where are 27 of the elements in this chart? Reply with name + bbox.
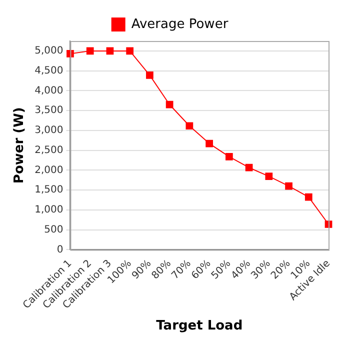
y-tick-label: 3,500 — [34, 105, 64, 116]
y-tick-label: 4,500 — [34, 65, 64, 76]
y-tick-label: 500 — [44, 224, 64, 236]
point — [245, 164, 253, 172]
y-tick-label: 1,500 — [34, 184, 64, 196]
point — [265, 172, 273, 180]
point — [285, 182, 292, 190]
y-tick-label: 5,000 — [34, 46, 64, 57]
y-tick-label: 2,500 — [34, 144, 64, 156]
point — [146, 72, 154, 79]
y-tick-label: 3,000 — [34, 125, 64, 136]
point — [66, 50, 74, 58]
y-tick-label: 2,000 — [34, 164, 64, 176]
x-axis-title: Target Load — [156, 318, 243, 334]
point — [304, 193, 312, 201]
point — [166, 100, 174, 108]
y-axis-title: Power (W) — [12, 107, 28, 184]
y-tick-label: 4,000 — [34, 85, 64, 96]
point — [106, 47, 114, 55]
y-tick-label: 0 — [56, 244, 64, 256]
y-tick-label: 1,000 — [34, 204, 64, 216]
point — [225, 152, 233, 160]
point — [86, 47, 94, 55]
point — [186, 122, 194, 130]
point — [206, 140, 213, 148]
point — [126, 47, 134, 55]
legend-label: Average Power — [131, 16, 229, 32]
